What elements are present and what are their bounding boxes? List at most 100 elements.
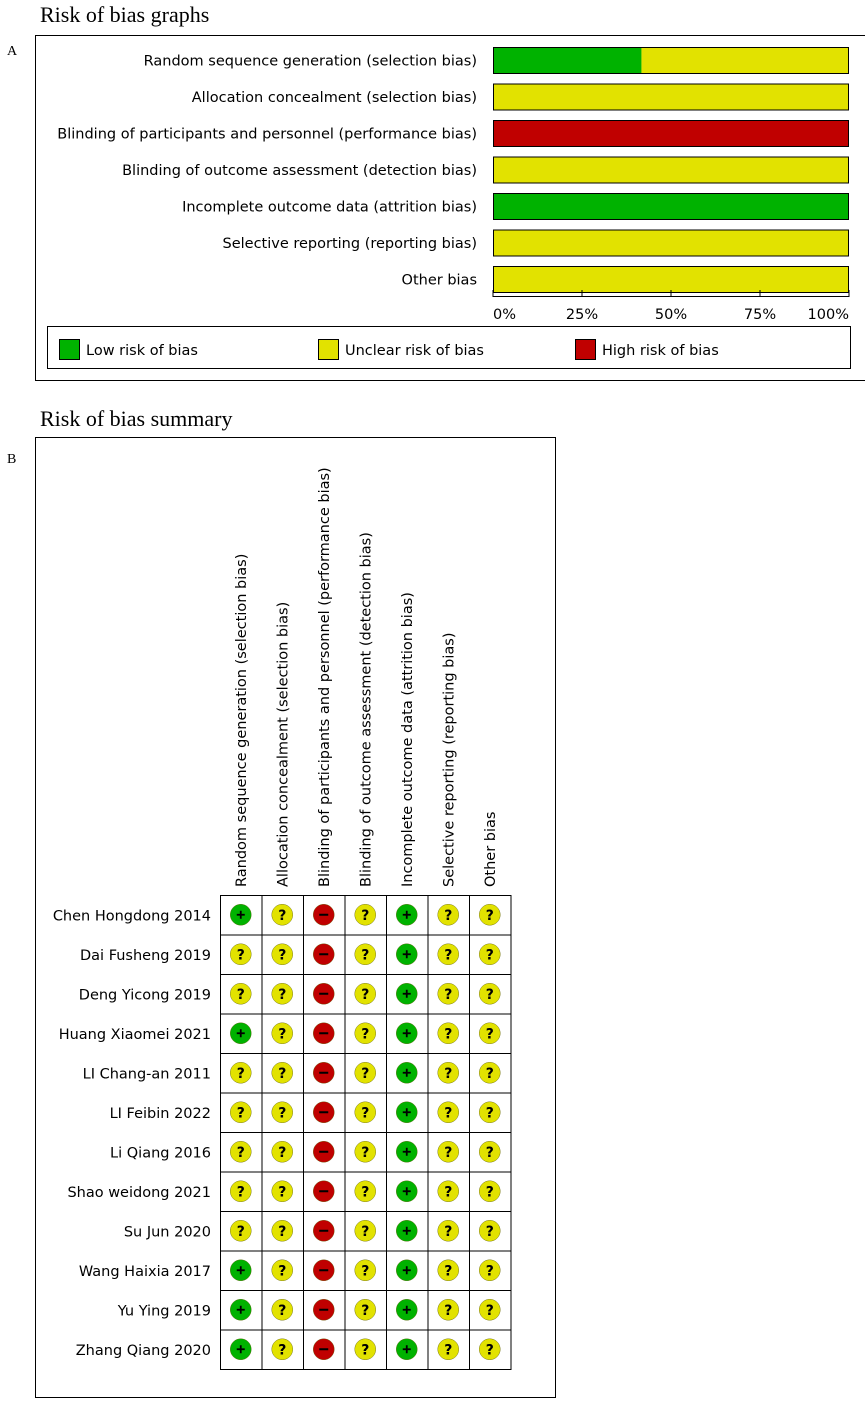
svg-text:?: ?: [237, 987, 245, 1003]
category-label-random-sequence-generation-selection-bias: Random sequence generation (selection bi…: [144, 54, 477, 70]
legend-swatch-unclear-risk-of-bias: [318, 339, 339, 360]
unclear-risk-icon: ?: [230, 1141, 252, 1163]
unclear-risk-icon: ?: [271, 904, 293, 926]
svg-text:?: ?: [486, 1342, 494, 1358]
svg-text:?: ?: [361, 908, 369, 924]
study-label-li-feibin-2022: LI Feibin 2022: [110, 1106, 211, 1122]
high-risk-icon: [313, 1259, 335, 1281]
low-risk-icon: [396, 1141, 418, 1163]
svg-text:?: ?: [237, 1224, 245, 1240]
high-risk-icon: [313, 904, 335, 926]
study-label-shao-weidong-2021: Shao weidong 2021: [67, 1185, 211, 1201]
high-risk-icon: [313, 1338, 335, 1360]
study-label-li-chang-an-2011: LI Chang-an 2011: [83, 1066, 211, 1082]
graph-frame: [35, 35, 865, 381]
unclear-risk-icon: ?: [271, 943, 293, 965]
category-label-blinding-of-participants-and-personnel-performance-bias: Blinding of participants and personnel (…: [57, 127, 477, 143]
low-risk-icon: [396, 1220, 418, 1242]
svg-text:?: ?: [486, 1224, 494, 1240]
unclear-risk-icon: ?: [271, 1299, 293, 1321]
svg-text:?: ?: [361, 1066, 369, 1082]
unclear-risk-icon: ?: [479, 1141, 501, 1163]
low-risk-icon: [230, 1022, 252, 1044]
unclear-risk-icon: ?: [354, 1220, 376, 1242]
svg-text:?: ?: [361, 1263, 369, 1279]
low-risk-icon: [396, 1299, 418, 1321]
bar-segment-unclear-risk-of-bias-5: [493, 229, 849, 257]
unclear-risk-icon: ?: [354, 1299, 376, 1321]
svg-text:?: ?: [444, 1224, 452, 1240]
unclear-risk-icon: ?: [479, 983, 501, 1005]
unclear-risk-icon: ?: [271, 1141, 293, 1163]
column-header-other-bias: Other bias: [483, 812, 499, 887]
study-label-zhang-qiang-2020: Zhang Qiang 2020: [76, 1343, 211, 1359]
study-label-chen-hongdong-2014: Chen Hongdong 2014: [53, 908, 211, 924]
svg-text:?: ?: [486, 1263, 494, 1279]
panel-a-letter: A: [7, 44, 18, 59]
unclear-risk-icon: ?: [230, 1062, 252, 1084]
svg-text:?: ?: [361, 1145, 369, 1161]
unclear-risk-icon: ?: [230, 1220, 252, 1242]
unclear-risk-icon: ?: [437, 1299, 459, 1321]
low-risk-icon: [230, 1299, 252, 1321]
unclear-risk-icon: ?: [271, 983, 293, 1005]
svg-text:?: ?: [444, 1263, 452, 1279]
high-risk-icon: [313, 1022, 335, 1044]
svg-text:?: ?: [278, 1184, 286, 1200]
unclear-risk-icon: ?: [354, 1022, 376, 1044]
x-tick-label: 25%: [566, 307, 598, 323]
unclear-risk-icon: ?: [479, 1259, 501, 1281]
column-header-random-sequence-generation-selection-bias: Random sequence generation (selection bi…: [234, 554, 250, 887]
x-tick-label: 0%: [493, 307, 516, 323]
low-risk-icon: [230, 1338, 252, 1360]
unclear-risk-icon: ?: [437, 1141, 459, 1163]
unclear-risk-icon: ?: [479, 1101, 501, 1123]
bar-outline-3: [493, 156, 849, 184]
risk-of-bias-graph: Random sequence generation (selection bi…: [35, 35, 865, 381]
low-risk-icon: [396, 1062, 418, 1084]
svg-text:?: ?: [278, 1026, 286, 1042]
svg-text:?: ?: [278, 1342, 286, 1358]
unclear-risk-icon: ?: [230, 943, 252, 965]
svg-text:?: ?: [361, 987, 369, 1003]
unclear-risk-icon: ?: [354, 1338, 376, 1360]
svg-text:?: ?: [444, 908, 452, 924]
low-risk-icon: [396, 1022, 418, 1044]
bar-segment-high-risk-of-bias-2: [493, 120, 849, 147]
unclear-risk-icon: ?: [354, 1101, 376, 1123]
bar-outline-0: [493, 47, 849, 74]
category-label-selective-reporting-reporting-bias: Selective reporting (reporting bias): [223, 236, 478, 252]
summary-frame: [35, 437, 556, 1398]
legend-swatch-high-risk-of-bias: [575, 339, 596, 360]
bar-segment-unclear-risk-of-bias-0: [641, 47, 849, 74]
svg-text:?: ?: [237, 947, 245, 963]
unclear-risk-icon: ?: [437, 1101, 459, 1123]
svg-text:?: ?: [278, 1066, 286, 1082]
svg-text:?: ?: [237, 1105, 245, 1121]
low-risk-icon: [230, 904, 252, 926]
panel-b-letter: B: [7, 452, 17, 467]
svg-text:?: ?: [278, 1105, 286, 1121]
x-tick-label: 50%: [655, 307, 687, 323]
svg-text:?: ?: [278, 987, 286, 1003]
category-label-allocation-concealment-selection-bias: Allocation concealment (selection bias): [192, 90, 477, 106]
svg-text:?: ?: [444, 1303, 452, 1319]
unclear-risk-icon: ?: [437, 904, 459, 926]
svg-text:?: ?: [444, 1342, 452, 1358]
unclear-risk-icon: ?: [271, 1022, 293, 1044]
unclear-risk-icon: ?: [479, 1062, 501, 1084]
high-risk-icon: [313, 1180, 335, 1202]
unclear-risk-icon: ?: [230, 983, 252, 1005]
low-risk-icon: [396, 1101, 418, 1123]
bar-segment-low-risk-of-bias-0: [493, 47, 642, 74]
svg-text:?: ?: [486, 1026, 494, 1042]
bar-segment-unclear-risk-of-bias-3: [493, 156, 849, 184]
bar-segment-unclear-risk-of-bias-6: [493, 266, 849, 293]
unclear-risk-icon: ?: [437, 1259, 459, 1281]
svg-text:?: ?: [361, 947, 369, 963]
bar-segment-low-risk-of-bias-4: [493, 193, 849, 220]
unclear-risk-icon: ?: [354, 904, 376, 926]
unclear-risk-icon: ?: [479, 1022, 501, 1044]
unclear-risk-icon: ?: [354, 1180, 376, 1202]
high-risk-icon: [313, 1062, 335, 1084]
